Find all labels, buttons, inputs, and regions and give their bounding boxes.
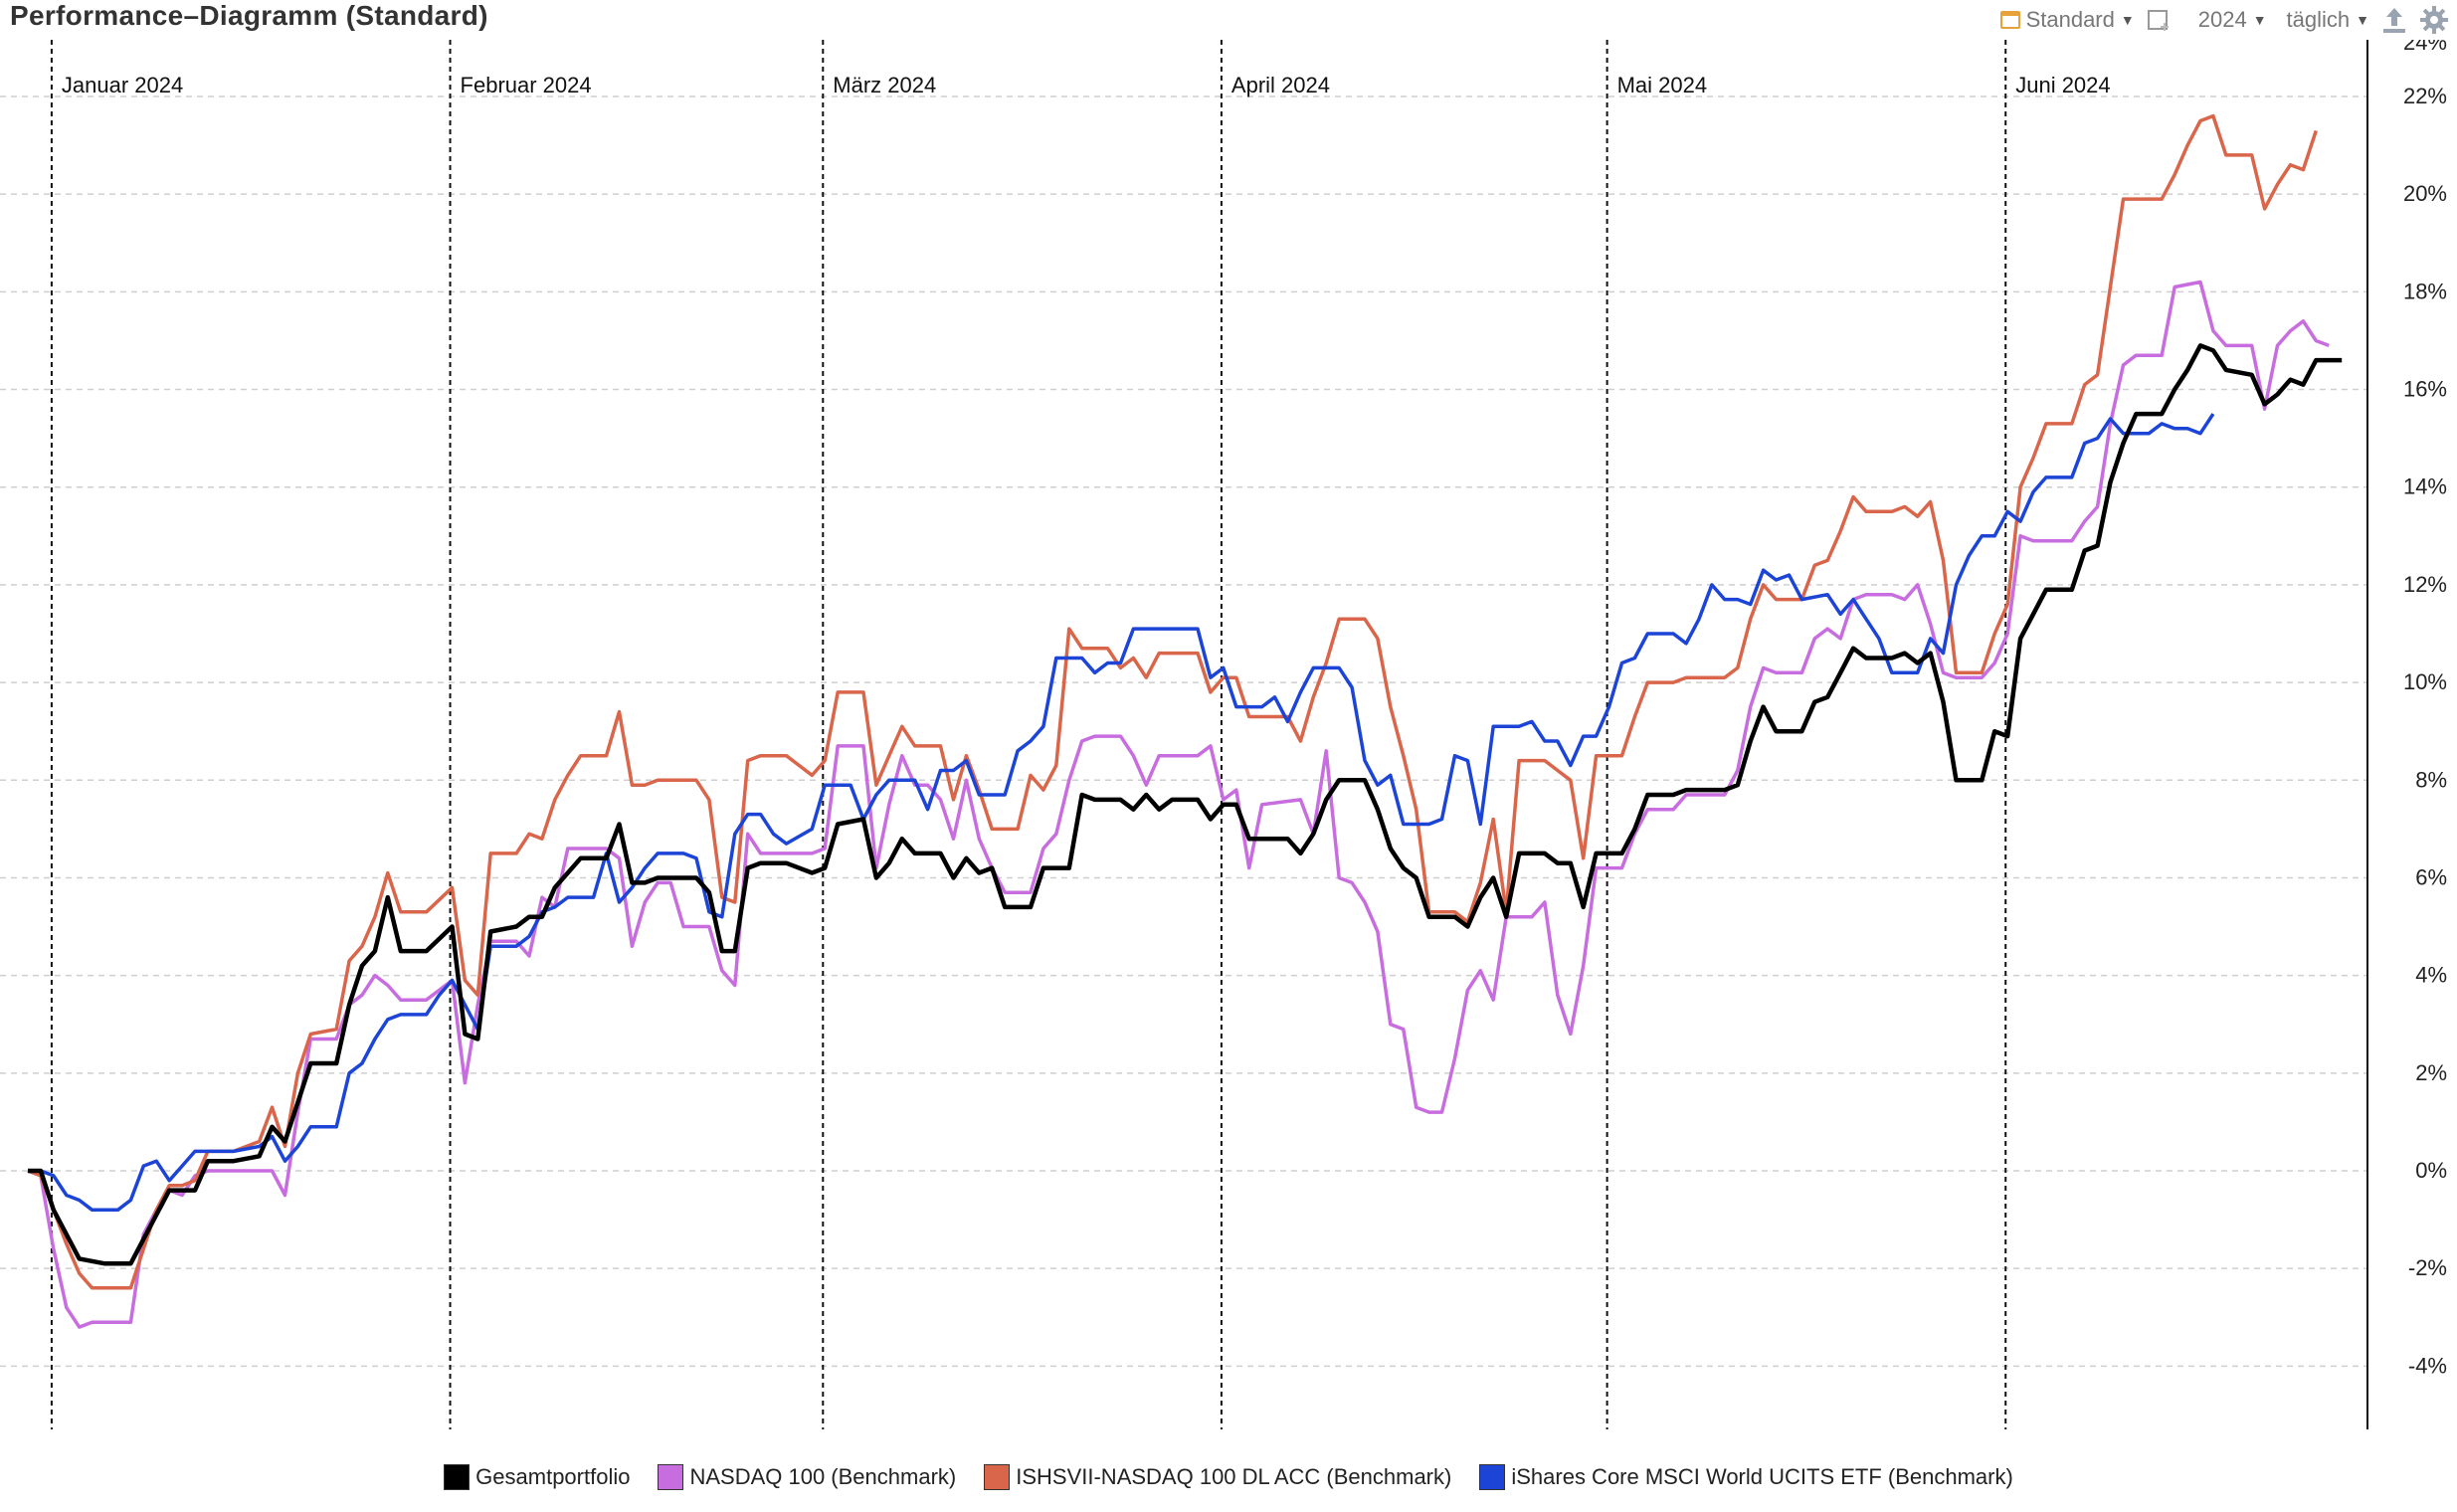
- series-line[interactable]: [27, 280, 2330, 1329]
- month-label: Februar 2024: [461, 73, 592, 97]
- y-tick-label: 12%: [2403, 572, 2447, 597]
- gear-icon[interactable]: [2419, 5, 2449, 35]
- year-selector[interactable]: 2024 ▼: [2198, 7, 2267, 33]
- y-tick-label: 2%: [2415, 1060, 2447, 1085]
- y-tick-label: 20%: [2403, 181, 2447, 206]
- month-label: April 2024: [1231, 73, 1330, 97]
- legend-label: NASDAQ 100 (Benchmark): [689, 1464, 957, 1489]
- y-tick-label: -4%: [2408, 1353, 2447, 1378]
- expand-icon[interactable]: [2145, 5, 2174, 35]
- interval-selector[interactable]: täglich ▼: [2287, 7, 2369, 33]
- legend-item-gesamtportfolio[interactable]: Gesamtportfolio: [444, 1464, 630, 1490]
- chart-header: Performance–Diagramm (Standard) Standard…: [0, 0, 2457, 40]
- y-tick-label: 4%: [2415, 963, 2447, 988]
- legend-item-ishares-msci-world[interactable]: iShares Core MSCI World UCITS ETF (Bench…: [1479, 1464, 2013, 1490]
- legend-label: iShares Core MSCI World UCITS ETF (Bench…: [1511, 1464, 2013, 1489]
- chevron-down-icon: ▼: [2252, 12, 2267, 28]
- interval-selector-label: täglich: [2286, 7, 2351, 32]
- export-icon[interactable]: [2379, 5, 2409, 35]
- legend-swatch: [1479, 1464, 1506, 1490]
- performance-chart[interactable]: Januar 2024 Februar 2024 März 2024 April 20…: [0, 30, 2457, 1432]
- chevron-down-icon: ▼: [2356, 12, 2369, 28]
- calendar-icon: [1999, 11, 2020, 29]
- legend-item-nasdaq-100[interactable]: NASDAQ 100 (Benchmark): [658, 1464, 956, 1490]
- legend-label: ISHSVII-NASDAQ 100 DL ACC (Benchmark): [1016, 1464, 1452, 1489]
- legend-swatch: [658, 1464, 684, 1490]
- y-tick-label: -2%: [2408, 1255, 2447, 1280]
- y-tick-label: 16%: [2403, 377, 2447, 402]
- series-line[interactable]: [28, 343, 2343, 1266]
- y-tick-label: 18%: [2403, 279, 2447, 303]
- legend-item-ishsvii-nasdaq[interactable]: ISHSVII-NASDAQ 100 DL ACC (Benchmark): [984, 1464, 1451, 1490]
- month-label: Januar 2024: [62, 73, 183, 97]
- legend-label: Gesamtportfolio: [475, 1464, 631, 1489]
- month-label: Mai 2024: [1617, 73, 1708, 97]
- legend-swatch: [984, 1464, 1011, 1490]
- performance-chart-svg[interactable]: Januar 2024 Februar 2024 März 2024 April 20…: [0, 30, 2457, 1432]
- year-selector-label: 2024: [2197, 7, 2247, 32]
- month-label: Juni 2024: [2015, 73, 2110, 97]
- series-line[interactable]: [27, 113, 2318, 1290]
- y-tick-label: 6%: [2415, 864, 2447, 889]
- page-title: Performance–Diagramm (Standard): [10, 0, 488, 31]
- y-tick-label: 24%: [2403, 40, 2447, 55]
- chart-legend: Gesamtportfolio NASDAQ 100 (Benchmark) I…: [0, 1457, 2457, 1497]
- y-tick-label: 22%: [2403, 84, 2447, 108]
- y-tick-label: 8%: [2415, 767, 2447, 792]
- y-tick-label: 0%: [2415, 1158, 2447, 1183]
- legend-swatch: [444, 1464, 471, 1490]
- month-label: März 2024: [833, 73, 936, 97]
- series-line[interactable]: [28, 413, 2215, 1213]
- view-selector-label: Standard: [2025, 7, 2115, 32]
- y-tick-label: 10%: [2403, 669, 2447, 694]
- toolbar: Standard ▼ 2024 ▼ täglich ▼: [1999, 2, 2449, 38]
- chevron-down-icon: ▼: [2120, 12, 2135, 28]
- view-selector[interactable]: Standard ▼: [1999, 7, 2135, 33]
- y-tick-label: 14%: [2403, 474, 2447, 499]
